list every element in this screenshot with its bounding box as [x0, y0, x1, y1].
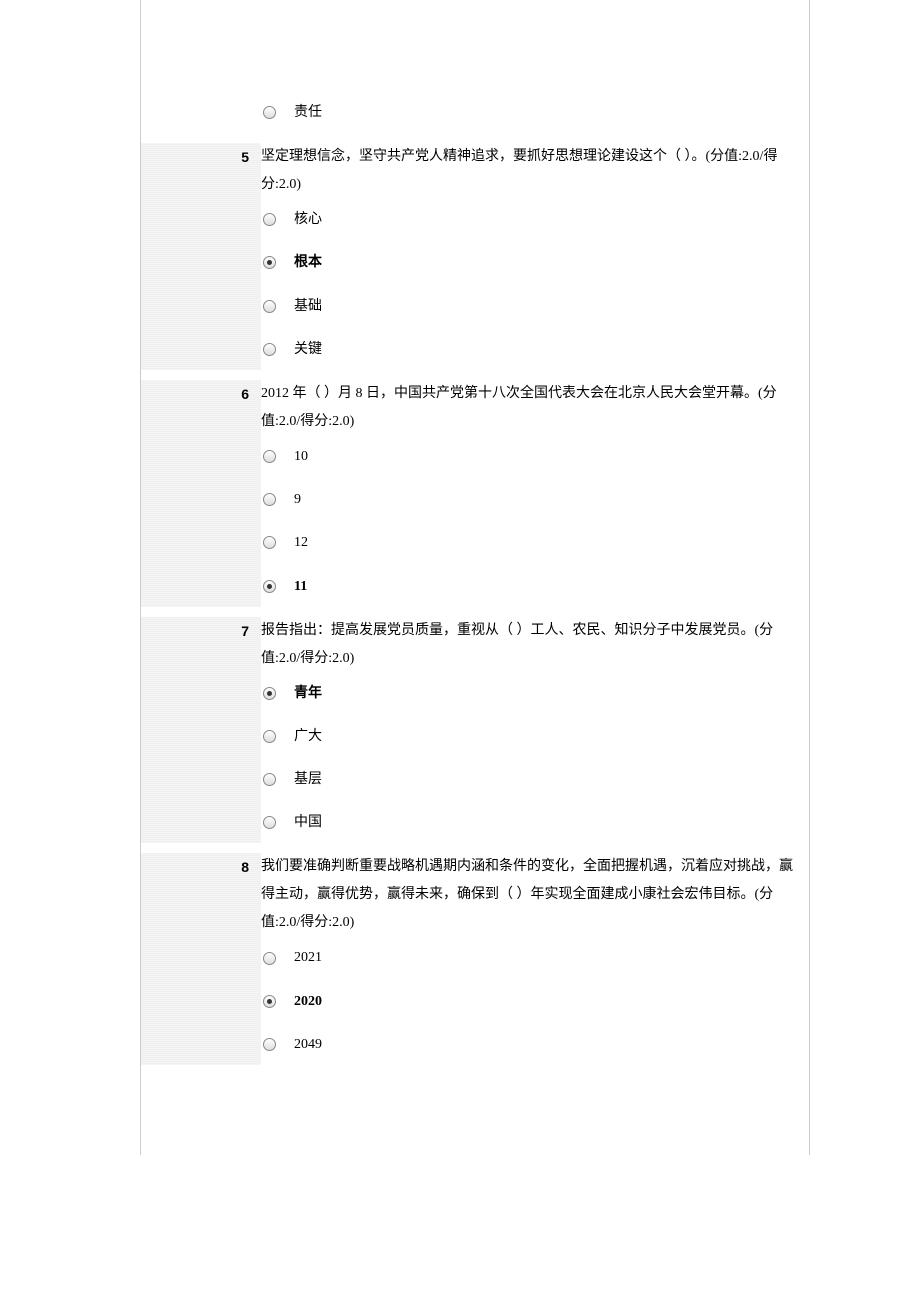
radio-icon[interactable] — [263, 1038, 276, 1051]
radio-icon[interactable] — [263, 773, 276, 786]
question-text: 坚定理想信念，坚守共产党人精神追求，要抓好思想理论建设这个（ ）。(分值:2.0… — [261, 143, 805, 199]
option-label: 2020 — [294, 989, 322, 1014]
radio-icon[interactable] — [263, 952, 276, 965]
radio-icon[interactable] — [263, 450, 276, 463]
question-content: 我们要准确判断重要战略机遇期内涵和条件的变化，全面把握机遇，沉着应对挑战，赢得主… — [261, 853, 809, 1065]
question-text: 报告指出：提高发展党员质量，重视从（ ）工人、农民、知识分子中发展党员。(分值:… — [261, 617, 805, 673]
quiz-container: 责任 5坚定理想信念，坚守共产党人精神追求，要抓好思想理论建设这个（ ）。(分值… — [140, 0, 810, 1155]
option-label: 2049 — [294, 1032, 322, 1057]
option-label: 广大 — [294, 724, 322, 749]
question-block: 62012 年（ ）月 8 日，中国共产党第十八次全国代表大会在北京人民大会堂开… — [141, 380, 809, 607]
radio-icon[interactable] — [263, 995, 276, 1008]
option-label: 核心 — [294, 207, 322, 232]
option-label: 青年 — [294, 681, 322, 706]
option-label: 12 — [294, 530, 308, 555]
radio-icon[interactable] — [263, 730, 276, 743]
option-row[interactable]: 9 — [261, 487, 805, 512]
option-row[interactable]: 2049 — [261, 1032, 805, 1057]
question-block: 8我们要准确判断重要战略机遇期内涵和条件的变化，全面把握机遇，沉着应对挑战，赢得… — [141, 853, 809, 1065]
option-row[interactable]: 中国 — [261, 810, 805, 835]
option-row[interactable]: 2021 — [261, 945, 805, 970]
question-content: 报告指出：提高发展党员质量，重视从（ ）工人、农民、知识分子中发展党员。(分值:… — [261, 617, 809, 844]
option-label: 9 — [294, 487, 301, 512]
option-label: 11 — [294, 574, 307, 599]
radio-icon[interactable] — [263, 687, 276, 700]
question-number: 8 — [141, 853, 261, 1065]
question-block: 7报告指出：提高发展党员质量，重视从（ ）工人、农民、知识分子中发展党员。(分值… — [141, 617, 809, 844]
question-text: 我们要准确判断重要战略机遇期内涵和条件的变化，全面把握机遇，沉着应对挑战，赢得主… — [261, 853, 805, 937]
orphan-option-row: 责任 — [141, 100, 809, 133]
option-row[interactable]: 核心 — [261, 207, 805, 232]
option-row[interactable]: 青年 — [261, 681, 805, 706]
option-label: 中国 — [294, 810, 322, 835]
option-row[interactable]: 2020 — [261, 989, 805, 1014]
option-row[interactable]: 10 — [261, 444, 805, 469]
option-row[interactable]: 12 — [261, 530, 805, 555]
option-row[interactable]: 基层 — [261, 767, 805, 792]
radio-icon[interactable] — [263, 106, 276, 119]
option-label: 2021 — [294, 945, 322, 970]
orphan-content: 责任 — [261, 100, 809, 133]
option-label: 关键 — [294, 337, 322, 362]
question-block: 5坚定理想信念，坚守共产党人精神追求，要抓好思想理论建设这个（ ）。(分值:2.… — [141, 143, 809, 370]
radio-icon[interactable] — [263, 300, 276, 313]
radio-icon[interactable] — [263, 493, 276, 506]
question-content: 2012 年（ ）月 8 日，中国共产党第十八次全国代表大会在北京人民大会堂开幕… — [261, 380, 809, 607]
question-number: 7 — [141, 617, 261, 844]
radio-icon[interactable] — [263, 256, 276, 269]
empty-num-cell — [141, 100, 261, 133]
option-label: 责任 — [294, 100, 322, 125]
option-label: 10 — [294, 444, 308, 469]
radio-icon[interactable] — [263, 343, 276, 356]
option-label: 基层 — [294, 767, 322, 792]
question-number: 5 — [141, 143, 261, 370]
option-row[interactable]: 根本 — [261, 250, 805, 275]
option-row[interactable]: 关键 — [261, 337, 805, 362]
option-row[interactable]: 广大 — [261, 724, 805, 749]
radio-icon[interactable] — [263, 213, 276, 226]
radio-icon[interactable] — [263, 816, 276, 829]
radio-icon[interactable] — [263, 580, 276, 593]
question-content: 坚定理想信念，坚守共产党人精神追求，要抓好思想理论建设这个（ ）。(分值:2.0… — [261, 143, 809, 370]
option-label: 基础 — [294, 294, 322, 319]
option-label: 根本 — [294, 250, 322, 275]
option-row[interactable]: 11 — [261, 574, 805, 599]
option-row[interactable]: 基础 — [261, 294, 805, 319]
question-text: 2012 年（ ）月 8 日，中国共产党第十八次全国代表大会在北京人民大会堂开幕… — [261, 380, 805, 436]
question-number: 6 — [141, 380, 261, 607]
option-row[interactable]: 责任 — [261, 100, 805, 125]
radio-icon[interactable] — [263, 536, 276, 549]
